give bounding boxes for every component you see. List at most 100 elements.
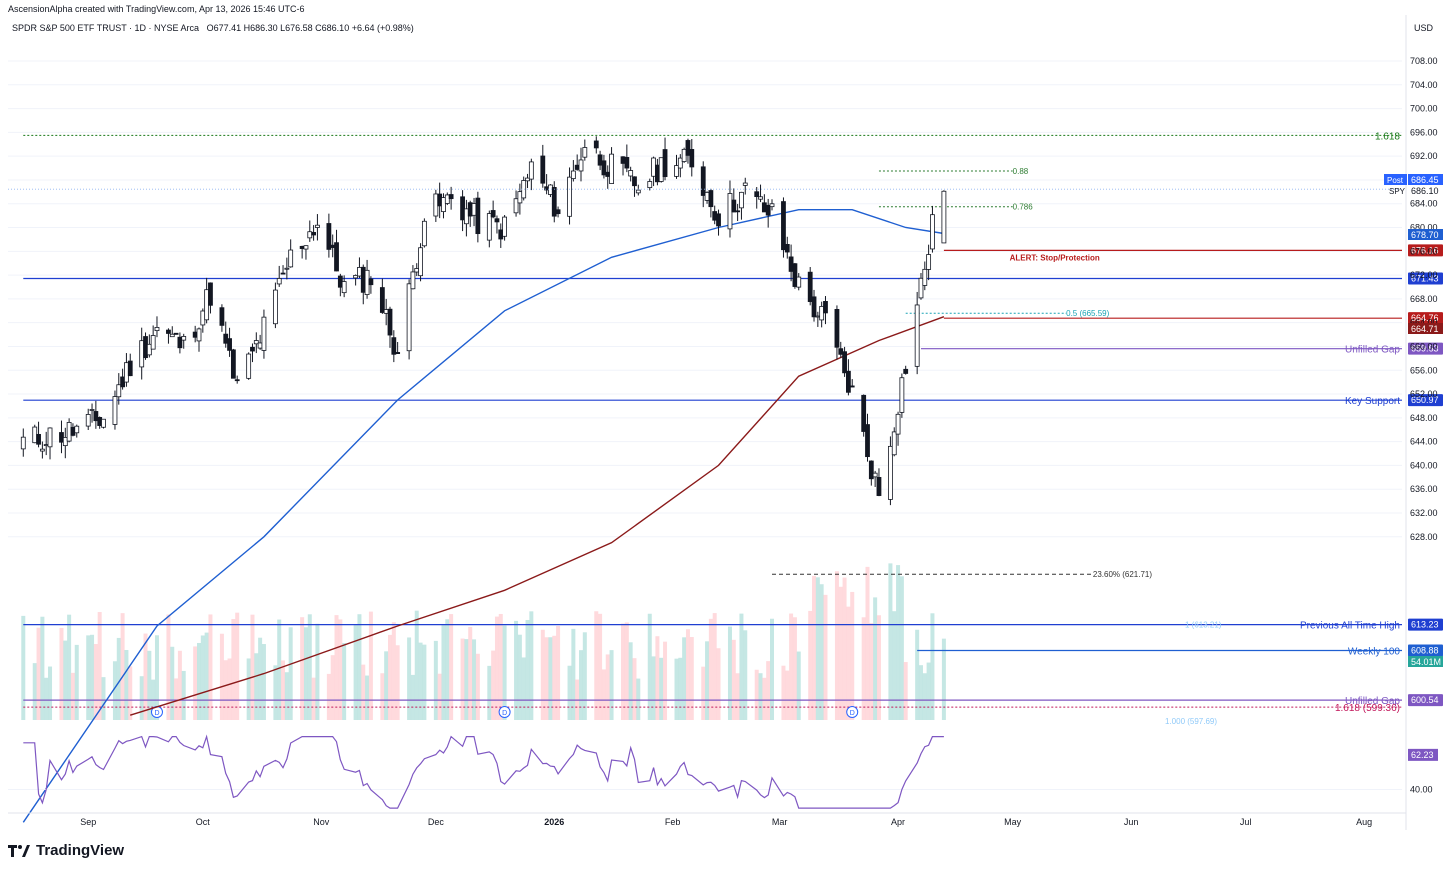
candle-down bbox=[792, 263, 798, 287]
candle-up bbox=[261, 316, 267, 351]
candle-up bbox=[315, 224, 320, 228]
candle-up bbox=[819, 306, 825, 321]
candle-down bbox=[834, 309, 840, 348]
candle-down bbox=[620, 156, 626, 164]
level-price-tag-text: 600.54 bbox=[1411, 695, 1439, 705]
candle-down bbox=[299, 245, 305, 249]
candle-up bbox=[930, 214, 935, 250]
volume-bar bbox=[101, 677, 106, 720]
candle-down bbox=[250, 346, 255, 352]
volume-bar bbox=[548, 637, 553, 720]
volume-bar bbox=[556, 625, 561, 720]
candle-down bbox=[807, 271, 813, 302]
volume-bar bbox=[838, 586, 843, 720]
candle-down bbox=[655, 164, 660, 183]
candle-up bbox=[528, 161, 534, 180]
rsi-tick-label: 40.00 bbox=[1410, 784, 1433, 794]
candle-down bbox=[494, 218, 500, 223]
volume-bar bbox=[869, 623, 874, 720]
volume-bar bbox=[708, 618, 713, 720]
candle-up bbox=[918, 277, 924, 299]
faint-fib-label: 1 (613.21) bbox=[1185, 621, 1222, 630]
y-tick-label: 648.00 bbox=[1410, 413, 1438, 423]
volume-bar bbox=[154, 635, 159, 720]
volume-bar bbox=[789, 613, 794, 720]
volume-bar bbox=[812, 575, 817, 720]
candle-down bbox=[330, 244, 336, 248]
candle-down bbox=[624, 157, 630, 169]
candle-down bbox=[700, 166, 706, 196]
candle-up bbox=[410, 271, 416, 290]
volume-bar bbox=[823, 594, 828, 720]
candle-down bbox=[173, 332, 179, 335]
level-price-tag bbox=[1408, 244, 1443, 257]
volume-bar bbox=[834, 571, 839, 720]
x-tick-label: 2026 bbox=[544, 817, 564, 827]
candle-down bbox=[498, 229, 504, 240]
volume-bar bbox=[261, 644, 266, 720]
volume-bar bbox=[655, 636, 660, 720]
candle-up bbox=[257, 342, 263, 349]
volume-bar bbox=[464, 639, 469, 720]
volume-bar bbox=[74, 644, 79, 720]
volume-bar bbox=[647, 613, 652, 720]
candle-up bbox=[196, 328, 202, 342]
candle-down bbox=[59, 432, 64, 443]
candle-down bbox=[93, 411, 99, 422]
candle-up bbox=[647, 181, 653, 189]
rsi-value-tag bbox=[1408, 748, 1438, 761]
volume-bar bbox=[930, 613, 935, 720]
volume-bar bbox=[598, 613, 603, 720]
candle-down bbox=[849, 385, 855, 388]
volume-bar bbox=[842, 577, 847, 720]
candle-down bbox=[280, 272, 286, 275]
volume-bar bbox=[433, 640, 438, 720]
price-tags: Post 686.45 SPY 686.10 678.70 664.71 54.01M bbox=[8, 174, 1443, 667]
tradingview-brand[interactable]: TradingView bbox=[8, 842, 124, 859]
volume-bar bbox=[365, 675, 370, 720]
candle-up bbox=[651, 157, 656, 177]
candle-down bbox=[685, 140, 691, 156]
volume-bar bbox=[90, 634, 95, 720]
volume-bar bbox=[899, 576, 904, 720]
candle-up bbox=[150, 335, 156, 350]
ma-blue-tag bbox=[1408, 229, 1443, 240]
volume-bar bbox=[682, 637, 687, 720]
candle-up bbox=[433, 193, 439, 217]
candle-down bbox=[838, 348, 844, 355]
spy-tag-label: SPY bbox=[1389, 187, 1406, 196]
volume-bar bbox=[258, 637, 263, 720]
volume-bar bbox=[796, 651, 801, 720]
y-tick-label: 684.00 bbox=[1410, 199, 1438, 209]
volume-bar bbox=[472, 639, 477, 720]
candle-up bbox=[891, 431, 897, 456]
candle-up bbox=[899, 377, 905, 413]
candle-down bbox=[127, 360, 133, 377]
level-price-tag bbox=[1408, 272, 1443, 285]
candle-down bbox=[311, 232, 317, 236]
candle-up bbox=[112, 396, 118, 425]
volume-bar bbox=[384, 651, 389, 720]
volume-bar bbox=[124, 650, 129, 720]
candle-down bbox=[781, 201, 786, 251]
volume-bar bbox=[922, 673, 927, 720]
y-tick-label: 680.00 bbox=[1410, 223, 1438, 233]
volume-bar bbox=[277, 619, 282, 720]
volume-bar bbox=[918, 665, 923, 720]
currency-label[interactable]: USD bbox=[1414, 23, 1434, 33]
x-tick-label: Feb bbox=[665, 817, 681, 827]
candle-down bbox=[731, 199, 737, 213]
volume-bar bbox=[651, 656, 656, 720]
candle-up bbox=[570, 170, 576, 180]
volume-bar bbox=[705, 641, 710, 720]
volume-bar bbox=[357, 614, 362, 720]
candle-up bbox=[418, 247, 423, 277]
volume-bar bbox=[32, 663, 37, 720]
candle-up bbox=[517, 191, 523, 204]
candle-down bbox=[234, 379, 240, 382]
moving-average-line bbox=[129, 316, 945, 716]
volume-bar bbox=[926, 662, 931, 720]
volume-bar bbox=[338, 619, 343, 720]
volume-bar bbox=[303, 627, 308, 720]
